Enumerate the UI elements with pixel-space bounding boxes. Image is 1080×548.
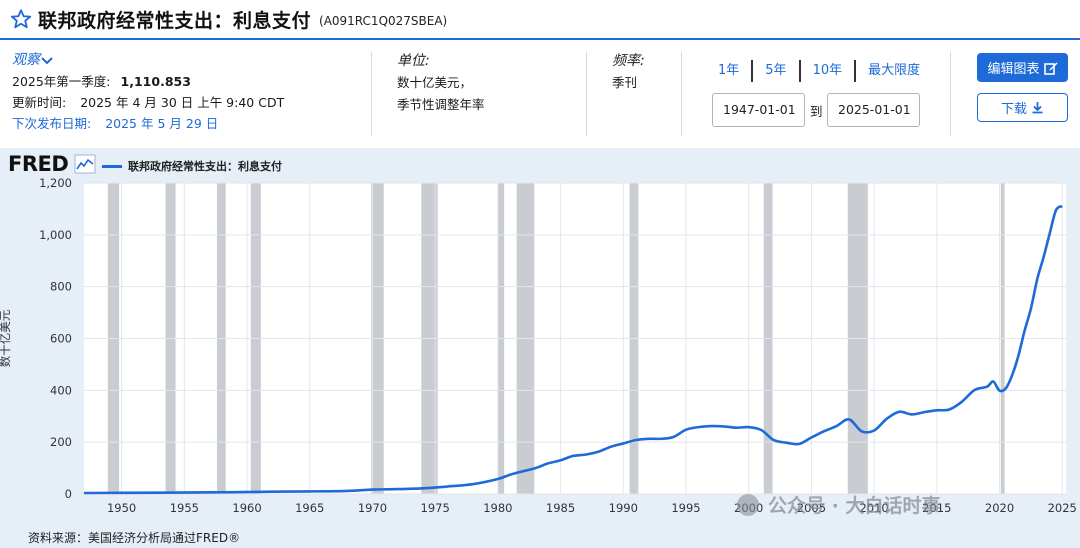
range-10y-link[interactable]: 10年 [801,60,857,82]
x-tick-label: 1990 [609,501,638,515]
next-release-value: 2025 年 5 月 29 日 [105,116,219,131]
chart-legend: 联邦政府经常性支出：利息支付 [102,158,282,174]
observation-period-label: 2025年第一季度: [12,74,111,89]
x-tick-label: 2015 [922,501,951,515]
x-tick-label: 1955 [170,501,199,515]
x-tick-label: 2010 [859,501,888,515]
frequency-value: 季刊 [612,75,638,90]
metadata-row: 观察 2025年第一季度: 1,110.853 更新时间: 2025 年 4 月 … [0,42,1080,147]
x-tick-label: 1985 [546,501,575,515]
observation-period: 2025年第一季度: 1,110.853 [12,71,284,92]
observation-block: 观察 2025年第一季度: 1,110.853 更新时间: 2025 年 4 月 … [12,50,284,134]
divider [371,52,372,136]
x-tick-label: 1995 [671,501,700,515]
units-block: 单位: 数十亿美元， 季节性调整年率 [397,50,485,116]
x-tick-label: 2025 [1048,501,1077,515]
title-bar: 联邦政府经常性支出：利息支付 (A091RC1Q027SBEA) [0,0,1080,40]
x-tick-label: 1950 [107,501,136,515]
frequency-block: 频率: 季刊 [612,50,645,94]
range-1y-link[interactable]: 1年 [706,60,754,82]
next-release-label: 下次发布日期: [12,116,92,131]
end-date-input[interactable]: 2025-01-01 [827,93,920,127]
download-icon [1032,102,1043,114]
y-tick-label: 600 [50,332,72,346]
divider [950,52,951,136]
wechat-icon [737,494,759,516]
source-note: 资料来源：美国经济分析局通过FRED® [28,531,241,545]
series-id: (A091RC1Q027SBEA) [319,14,448,28]
units-label: 单位: [397,53,430,69]
legend-series-name: 联邦政府经常性支出：利息支付 [128,160,282,173]
y-tick-label: 0 [65,487,72,501]
updated-label: 更新时间: [12,95,67,110]
x-tick-label: 2020 [985,501,1014,515]
frequency-label: 频率: [612,53,645,69]
range-links: 1年 5年 10年 最大限度 [706,60,932,82]
x-tick-label: 2005 [797,501,826,515]
y-tick-label: 800 [50,280,72,294]
fred-logo: FRED [8,152,69,176]
download-button[interactable]: 下载 [977,93,1068,122]
series-line [83,204,1063,495]
series-title: 联邦政府经常性支出：利息支付 [38,9,312,32]
chevron-down-icon [41,56,53,64]
y-tick-label: 1,000 [39,228,72,242]
observation-dropdown[interactable]: 观察 [12,50,284,71]
fred-graph-icon [74,154,96,174]
legend-swatch [102,164,122,168]
x-tick-label: 1980 [483,501,512,515]
next-release-line[interactable]: 下次发布日期: 2025 年 5 月 29 日 [12,113,284,134]
observation-value: 1,110.853 [120,74,191,89]
start-date-input[interactable]: 1947-01-01 [712,93,805,127]
x-tick-label: 1970 [358,501,387,515]
divider [586,52,587,136]
y-tick-label: 1,200 [39,176,72,190]
updated-line: 更新时间: 2025 年 4 月 30 日 上午 9:40 CDT [12,92,284,113]
y-tick-label: 200 [50,435,72,449]
y-axis-label: 数十亿美元 [0,309,12,367]
x-tick-label: 1975 [421,501,450,515]
units-line-1: 数十亿美元， [397,75,473,90]
y-tick-label: 400 [50,383,72,397]
x-tick-label: 1960 [232,501,261,515]
to-label: 到 [810,104,823,119]
x-tick-label: 1965 [295,501,324,515]
updated-value: 2025 年 4 月 30 日 上午 9:40 CDT [80,95,285,110]
chart-panel: FRED 联邦政府经常性支出：利息支付 0 200 400 600 800 1,000 1,… [0,148,1080,548]
edit-pencil-icon [1043,62,1057,75]
line-chart[interactable]: 0 200 400 600 800 1,000 1,200 1950 1955 1960 1965 1… [0,148,1080,548]
range-5y-link[interactable]: 5年 [753,60,801,82]
edit-graph-label: 编辑图表 [987,62,1040,77]
watermark: 公众号 · 大白话时事 [768,494,940,517]
download-label: 下载 [1000,102,1027,117]
edit-graph-button[interactable]: 编辑图表 [977,53,1068,82]
range-max-link[interactable]: 最大限度 [868,63,921,78]
observation-label: 观察 [12,52,40,68]
divider [681,52,682,136]
star-outline-icon[interactable] [10,8,32,30]
units-line-2: 季节性调整年率 [397,97,485,112]
